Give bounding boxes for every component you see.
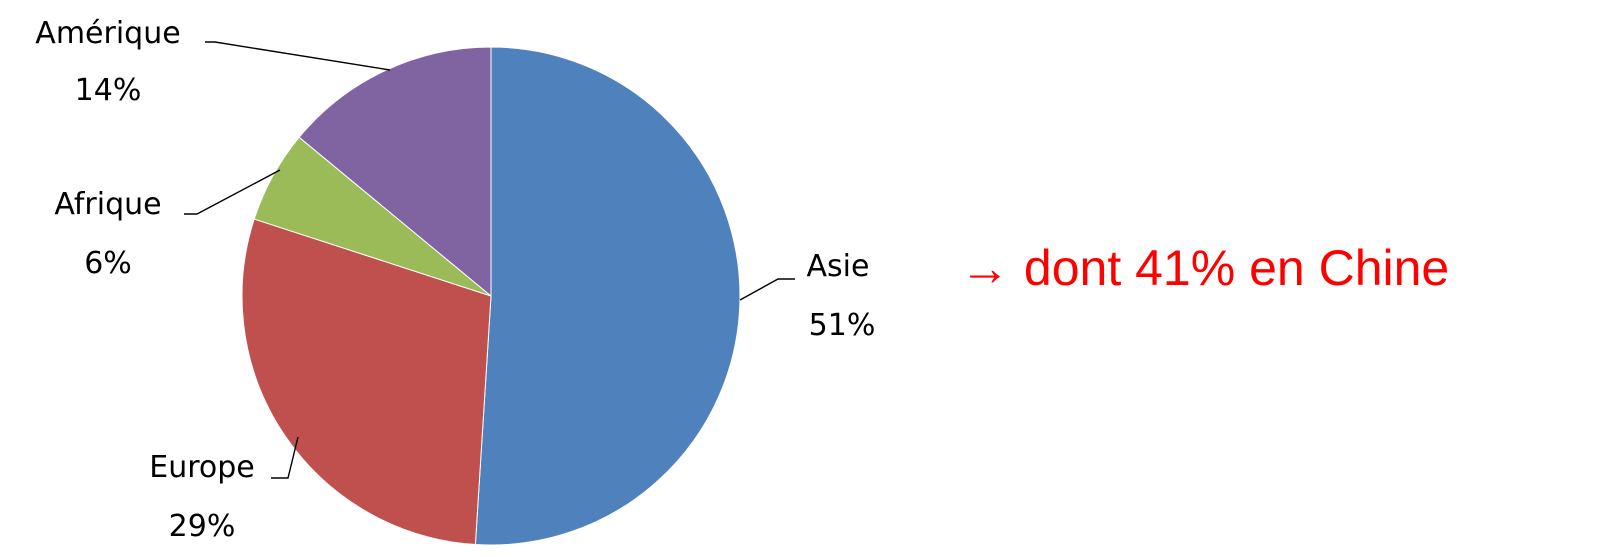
annotation-text: dont 41% en Chine [1023,240,1450,296]
leader-line [205,41,391,71]
slice-value-label: 29% [169,509,236,544]
slice-value-label: 6% [84,246,132,281]
slice-name-label: Amérique [35,16,180,51]
leader-line [739,278,795,301]
annotation: → dont 41% en Chine [960,238,1449,298]
pie-slice-europe [241,218,492,546]
leader-lines [184,41,795,479]
leader-line [184,169,281,215]
leader-line [271,436,299,479]
slice-name-label: Asie [807,249,870,284]
slice-name-label: Afrique [54,187,161,222]
slice-value-label: 51% [809,308,876,343]
slice-name-label: Europe [149,450,255,485]
annotation-arrow: → [960,240,1010,296]
slice-labels: Asie 51% Europe 29% Afrique 6% Amérique 14% [35,16,875,544]
pie-slice-asie [474,46,741,546]
slice-value-label: 14% [75,73,142,108]
pie-slices [241,46,741,546]
pie-slice-am-rique [298,46,492,298]
